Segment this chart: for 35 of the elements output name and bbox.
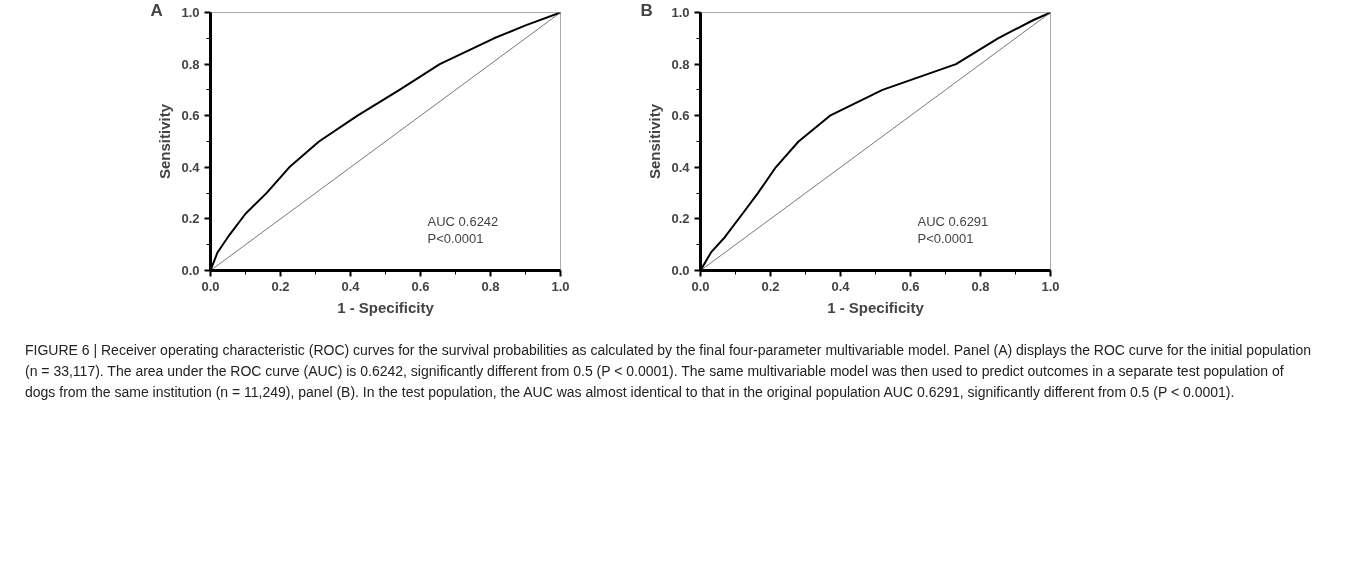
caption: FIGURE 6 | Receiver operating characteristic (ROC) curves for the survival probabilities as calculated by the final four-parameter multivariable model. Panel (A) displays the ROC curve for the initial population (n = 33,117). The area under the ROC curve (AUC) is 0.6242, significantly different from 0.5 (P < 0.0001). The same multivariable model was then used to predict outcomes in a separate test population of dogs from the same institution (n = 11,249), panel (B). In the test population, the AUC was almost identical to that in the original population AUC 0.6291, significantly different from 0.5 (P < 0.0001). (25, 341, 1312, 402)
annotation: P<0.0001 (427, 230, 484, 246)
x-tick-label: 1.0 (551, 278, 570, 294)
y-axis-title: Sensitivity (646, 103, 664, 180)
y-tick-label: 0.4 (671, 159, 691, 175)
y-tick-label: 0.8 (181, 56, 200, 72)
x-tick-label: 1.0 (1041, 278, 1060, 294)
y-axis-title: Sensitivity (156, 103, 174, 180)
y-tick-label: 1.0 (671, 5, 690, 20)
y-tick-label: 0.8 (671, 56, 690, 72)
y-tick-label: 0.0 (181, 263, 200, 278)
y-tick-label: 0.4 (181, 159, 201, 175)
x-axis-title: 1 - Specificity (827, 298, 925, 316)
x-tick-label: 0.4 (831, 278, 851, 294)
x-tick-label: 0.8 (971, 278, 990, 294)
x-tick-label: 0.8 (481, 278, 500, 294)
y-tick-label: 1.0 (181, 5, 200, 20)
x-axis-title: 1 - Specificity (337, 298, 435, 316)
x-tick-label: 0.0 (201, 278, 220, 294)
y-tick-label: 0.6 (671, 108, 690, 124)
x-tick-label: 0.2 (271, 278, 290, 294)
y-tick-label: 0.2 (181, 211, 200, 227)
y-tick-label: 0.0 (671, 263, 690, 278)
y-tick-label: 0.6 (181, 108, 200, 124)
x-tick-label: 0.6 (901, 278, 920, 294)
y-tick-label: 0.2 (671, 211, 690, 227)
x-tick-label: 0.2 (761, 278, 780, 294)
x-tick-label: 0.0 (691, 278, 710, 294)
annotation: AUC 0.6242 (427, 214, 499, 230)
x-tick-label: 0.4 (341, 278, 361, 294)
annotation: P<0.0001 (917, 230, 974, 246)
annotation: AUC 0.6291 (917, 214, 989, 230)
x-tick-label: 0.6 (411, 278, 430, 294)
chart-title: A (150, 0, 163, 20)
chart-title: B (640, 0, 653, 20)
